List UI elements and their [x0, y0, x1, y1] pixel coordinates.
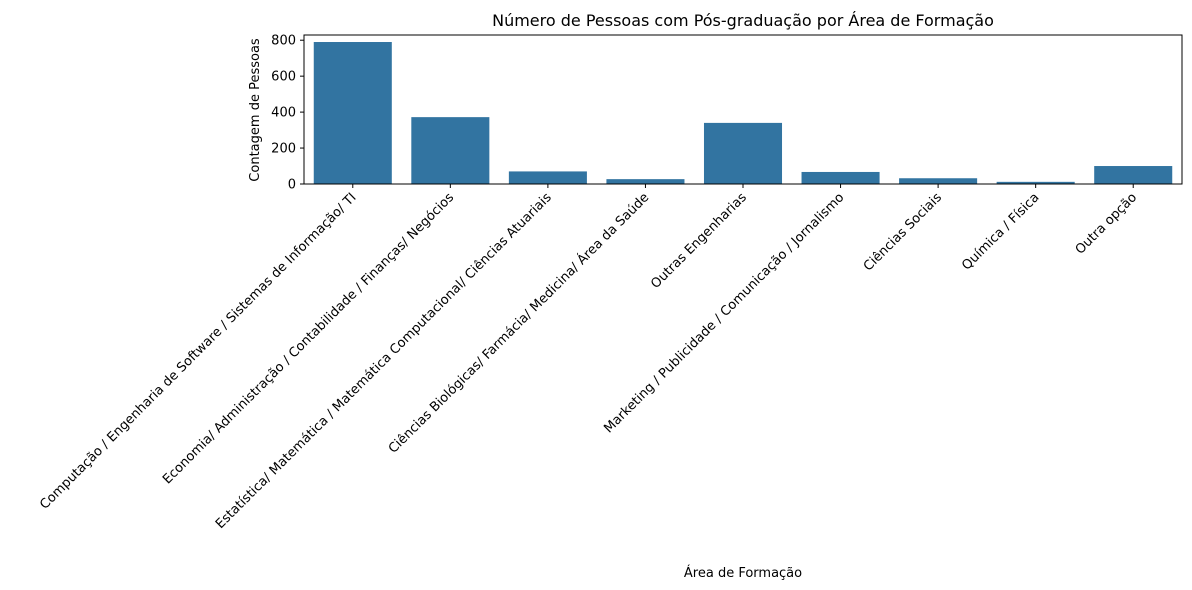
bar — [313, 42, 392, 185]
x-tick-label: Estatística/ Matemática / Matemática Com… — [213, 190, 555, 532]
y-tick-label: 0 — [288, 178, 296, 193]
x-tick-label: Ciências Sociais — [861, 190, 945, 274]
bar — [411, 117, 490, 184]
y-tick-label: 200 — [271, 142, 296, 157]
bar — [899, 178, 978, 184]
y-tick-label: 400 — [271, 106, 296, 121]
y-axis-label: Contagem de Pessoas — [248, 38, 263, 182]
plot-frame — [303, 34, 1183, 185]
bars-group — [313, 42, 1173, 185]
bar — [996, 181, 1075, 184]
y-tick-label: 600 — [271, 70, 296, 85]
bar — [508, 171, 587, 184]
y-axis-ticks: 0 200 400 600 800 — [271, 34, 304, 193]
bar — [801, 171, 880, 184]
bar — [1094, 166, 1173, 184]
x-tick-label: Marketing / Publicidade / Comunicação / … — [601, 190, 847, 436]
chart-title: Número de Pessoas com Pós-graduação por … — [492, 11, 994, 30]
x-axis-ticks: Computação / Engenharia de Software / Si… — [37, 184, 1140, 532]
bar — [703, 122, 783, 184]
x-axis-label: Área de Formação — [684, 565, 802, 581]
x-tick-label: Outra opção — [1073, 190, 1140, 257]
bar — [606, 179, 685, 184]
x-tick-label: Outras Engenharias — [648, 190, 750, 292]
x-tick-label: Química / Física — [959, 190, 1042, 273]
y-tick-label: 800 — [271, 34, 296, 49]
x-tick-label: Computação / Engenharia de Software / Si… — [37, 190, 359, 512]
